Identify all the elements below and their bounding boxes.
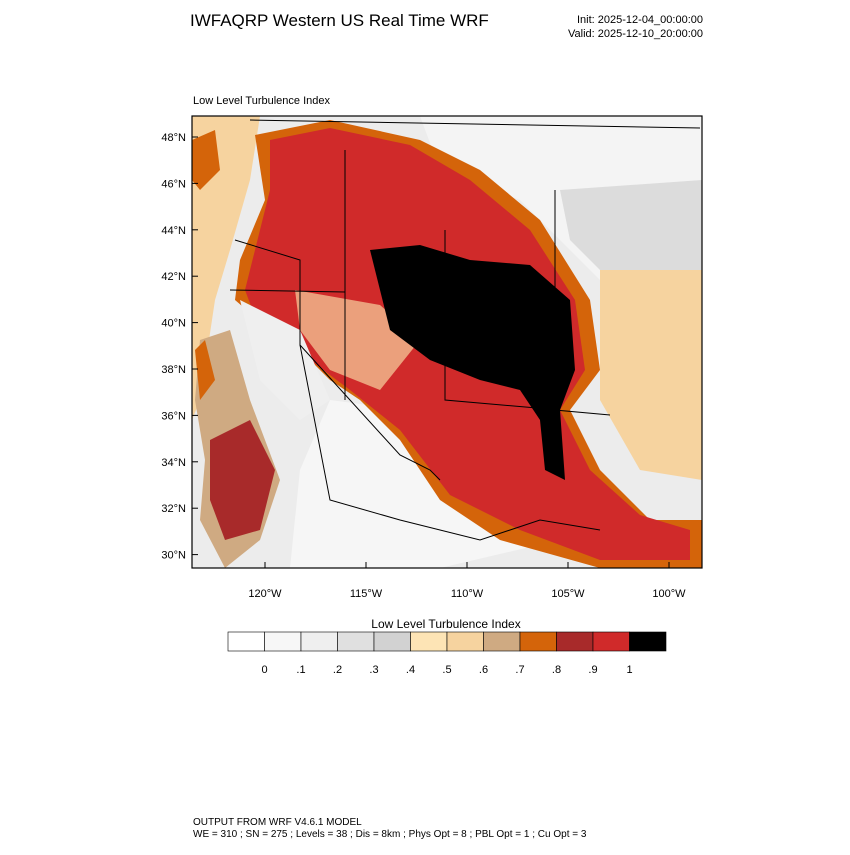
colorbar-box (446, 631, 484, 652)
valid-time: Valid: 2025-12-10_20:00:00 (568, 28, 703, 40)
init-time: Init: 2025-12-04_00:00:00 (577, 14, 703, 26)
colorbar-label: .2 (333, 664, 342, 676)
colorbar-title: Low Level Turbulence Index (371, 617, 520, 631)
colorbar-box (483, 631, 521, 652)
lat-label: 38°N (161, 364, 186, 376)
colorbar-box (519, 631, 557, 652)
colorbar-box (373, 631, 411, 652)
footer-line: WE = 310 ; SN = 275 ; Levels = 38 ; Dis … (193, 829, 587, 840)
colorbar-label: .7 (515, 664, 524, 676)
colorbar-label: .4 (406, 664, 415, 676)
footer-line: OUTPUT FROM WRF V4.6.1 MODEL (193, 817, 362, 828)
map-frame (191, 115, 703, 569)
lat-label: 36°N (161, 410, 186, 422)
colorbar-box (264, 631, 302, 652)
colorbar-label: .3 (369, 664, 378, 676)
map-field (192, 116, 702, 568)
lon-label: 115°W (350, 588, 383, 600)
colorbar-label: 1 (626, 664, 632, 676)
colorbar-label: .6 (479, 664, 488, 676)
colorbar-label: .5 (442, 664, 451, 676)
lat-label: 32°N (161, 503, 186, 515)
colorbar-box (227, 631, 265, 652)
colorbar-label: .1 (296, 664, 305, 676)
colorbar-box (300, 631, 338, 652)
lat-label: 48°N (161, 132, 186, 144)
colorbar-label: .9 (588, 664, 597, 676)
lon-label: 100°W (652, 588, 686, 600)
lat-label: 42°N (161, 271, 186, 283)
colorbar-label: .8 (552, 664, 561, 676)
lat-label: 40°N (161, 318, 186, 330)
lon-label: 105°W (551, 588, 585, 600)
colorbar-label: 0 (261, 664, 267, 676)
lat-label: 44°N (161, 225, 186, 237)
lat-label: 30°N (161, 550, 186, 562)
title: IWFAQRP Western US Real Time WRF (190, 11, 489, 30)
lat-label: 34°N (161, 457, 186, 469)
lat-label: 46°N (161, 178, 186, 190)
colorbar-box (592, 631, 630, 652)
colorbar-box (629, 631, 667, 652)
map-title: Low Level Turbulence Index (193, 95, 330, 107)
colorbar-box (556, 631, 594, 652)
lon-label: 120°W (248, 588, 282, 600)
colorbar-box (410, 631, 448, 652)
boundaries (229, 119, 701, 541)
colorbar-box (337, 631, 375, 652)
lon-label: 110°W (451, 588, 484, 600)
